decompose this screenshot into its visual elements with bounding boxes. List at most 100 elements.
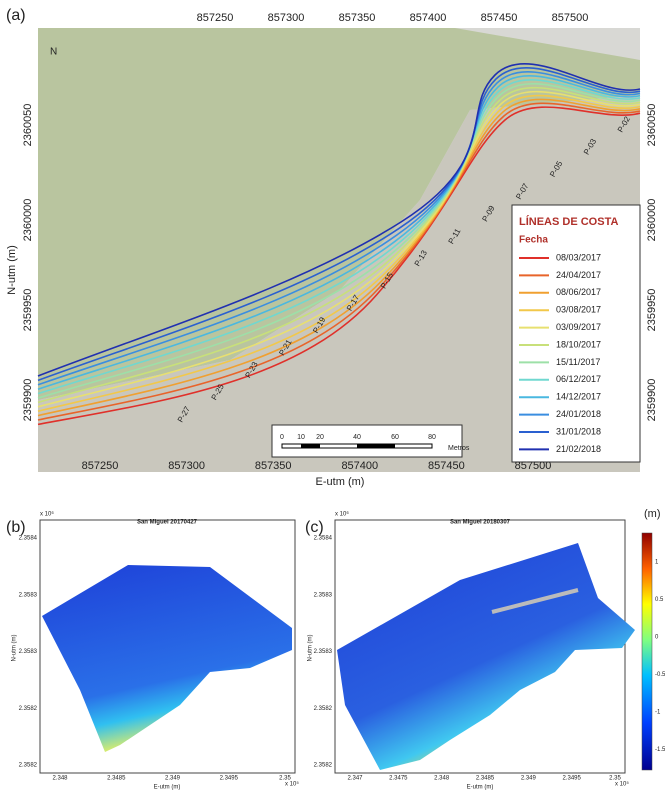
x-tick-label: 2.348 xyxy=(434,776,450,782)
scale-segment xyxy=(357,444,395,448)
land xyxy=(38,95,640,472)
panel-label: (a) xyxy=(6,7,26,24)
colorbar-tick: -0.5 xyxy=(655,672,665,678)
y-tick-label: 2.3583 xyxy=(314,649,333,655)
legend-label: 14/12/2017 xyxy=(556,392,601,402)
scale-label: 80 xyxy=(428,434,436,441)
panel-a: (a) N LÍNEAS DE COSTA Fecha Metros E-utm… xyxy=(6,7,658,488)
legend-subtitle: Fecha xyxy=(519,235,548,246)
x-tick-label: 2.3495 xyxy=(562,776,581,782)
x-tick-label: 2.3475 xyxy=(389,776,408,782)
x-axis-label: E-utm (m) xyxy=(467,785,494,791)
x-tick-label: 2.348 xyxy=(52,776,68,782)
scale-label: 20 xyxy=(316,434,324,441)
colorbar-tick: 1 xyxy=(655,560,659,566)
panel-b: (b) San Miguel 20170427 x 10⁶ x 10⁵ E-ut… xyxy=(6,511,299,791)
colorbar-tick: -1.5 xyxy=(655,747,665,753)
scale-box xyxy=(271,424,463,458)
legend-box xyxy=(511,204,641,463)
x-tick-label: 2.3485 xyxy=(476,776,495,782)
y-axis-label: N-utm (m) xyxy=(308,635,314,662)
legend-label: 18/10/2017 xyxy=(556,339,601,349)
x-exponent: x 10⁵ xyxy=(285,781,299,788)
panel-c: (c) San Miguel 20180307 x 10⁶ x 10⁵ E-ut… xyxy=(305,508,665,791)
bathymetry xyxy=(42,565,292,752)
y-tick-label: 2359950 xyxy=(22,289,34,332)
x-tick-label: 857400 xyxy=(341,460,378,472)
y-axis-label: N-utm (m) xyxy=(12,635,18,662)
colorbar-unit: (m) xyxy=(644,508,661,520)
panel-label: (c) xyxy=(305,519,324,536)
x-tick-label: 857300 xyxy=(268,12,305,24)
legend-label: 21/02/2018 xyxy=(556,444,601,454)
shoreline xyxy=(37,94,641,412)
scale-label: 0 xyxy=(280,434,284,441)
y-tick-label: 2.3583 xyxy=(19,649,38,655)
y-tick-label: 2360050 xyxy=(646,104,658,147)
shoreline xyxy=(37,98,641,417)
legend-title: LÍNEAS DE COSTA xyxy=(519,215,618,228)
x-tick-label: 857350 xyxy=(339,12,376,24)
x-tick-label: 857500 xyxy=(515,460,552,472)
y-tick-label: 2359900 xyxy=(22,379,34,422)
y-tick-label: 2.3584 xyxy=(19,536,38,542)
y-tick-label: 2.3582 xyxy=(19,763,38,769)
x-tick-label: 857250 xyxy=(197,12,234,24)
y-tick-label: 2.3582 xyxy=(314,763,333,769)
x-exponent: x 10⁵ xyxy=(615,781,629,788)
legend-label: 24/04/2017 xyxy=(556,270,601,280)
colorbar-tick: -1 xyxy=(655,710,661,716)
y-exponent: x 10⁶ xyxy=(40,511,54,518)
y-tick-label: 2360050 xyxy=(22,104,34,147)
x-tick-label: 2.3485 xyxy=(107,776,126,782)
structure xyxy=(491,588,579,614)
legend-label: 03/09/2017 xyxy=(556,322,601,332)
bathymetry xyxy=(337,543,635,770)
y-axis-label: N-utm (m) xyxy=(6,245,18,295)
colorbar xyxy=(641,532,653,771)
legend-label: 15/11/2017 xyxy=(556,357,600,367)
y-tick-label: 2359900 xyxy=(646,379,658,422)
x-axis-label: E-utm (m) xyxy=(154,785,181,791)
shoreline xyxy=(37,90,641,408)
shoreline xyxy=(37,102,641,421)
x-tick-label: 2.349 xyxy=(521,776,537,782)
y-tick-label: 2.3582 xyxy=(19,706,38,712)
x-tick-label: 2.347 xyxy=(347,776,363,782)
colorbar-tick: 0 xyxy=(655,635,659,641)
x-tick-label: 2.35 xyxy=(609,776,621,782)
water xyxy=(38,28,640,400)
shoreline xyxy=(37,106,641,426)
panel-label: (b) xyxy=(6,519,26,536)
legend-label: 08/06/2017 xyxy=(556,287,601,297)
legend-label: 24/01/2018 xyxy=(556,409,601,419)
x-tick-label: 2.349 xyxy=(165,776,181,782)
y-tick-label: 2.3584 xyxy=(314,536,333,542)
x-tick-label: 2.35 xyxy=(279,776,291,782)
y-tick-label: 2360000 xyxy=(22,199,34,242)
x-tick-label: 857300 xyxy=(168,460,205,472)
x-tick-label: 857250 xyxy=(82,460,119,472)
scale-label: 60 xyxy=(391,434,399,441)
x-tick-label: 857400 xyxy=(410,12,447,24)
north-arrow: N xyxy=(50,47,57,58)
x-axis-label: E-utm (m) xyxy=(316,476,365,488)
plot-title: San Miguel 20180307 xyxy=(450,520,511,526)
y-tick-label: 2359950 xyxy=(646,289,658,332)
legend-label: 06/12/2017 xyxy=(556,374,601,384)
scale-segment xyxy=(301,444,320,448)
y-tick-label: 2.3583 xyxy=(314,592,333,598)
plot-title: San Miguel 20170427 xyxy=(137,520,198,526)
scale-label: 10 xyxy=(297,434,305,441)
scale-unit: Metros xyxy=(448,445,470,452)
y-tick-label: 2360000 xyxy=(646,199,658,242)
x-tick-label: 857350 xyxy=(255,460,292,472)
scale-label: 40 xyxy=(353,434,361,441)
x-tick-label: 2.3495 xyxy=(220,776,239,782)
colorbar-tick: 0.5 xyxy=(655,597,664,603)
y-exponent: x 10⁶ xyxy=(335,511,349,518)
y-tick-label: 2.3582 xyxy=(314,706,333,712)
y-tick-label: 2.3583 xyxy=(19,592,38,598)
legend-label: 31/01/2018 xyxy=(556,426,601,436)
